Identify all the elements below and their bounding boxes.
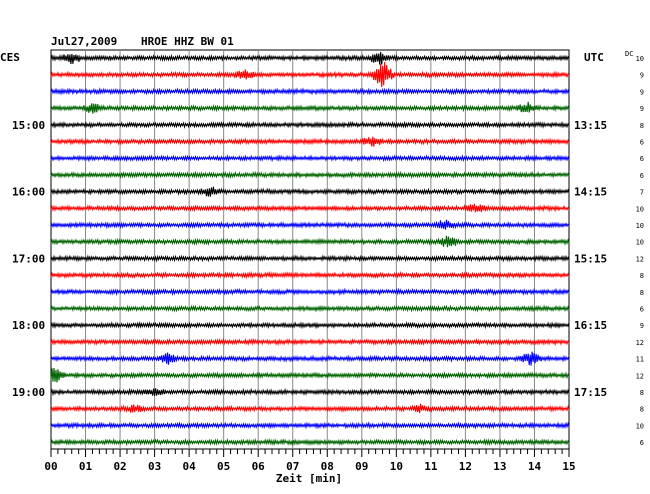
dc-offset-label: 9 (640, 72, 644, 80)
plot-grid (50, 49, 570, 450)
x-tick-label: 07 (286, 460, 299, 473)
dc-offset-label: 6 (640, 155, 644, 163)
trace-row-11 (50, 235, 570, 248)
trace-row-2 (50, 87, 570, 96)
right-time-label: 16:15 (574, 319, 607, 332)
trace-row-22 (50, 421, 570, 430)
left-timezone-label: CES (0, 51, 20, 64)
x-tick-label: 09 (355, 460, 368, 473)
trace-row-4 (50, 120, 570, 129)
dc-offset-label: 8 (640, 272, 644, 280)
trace-row-1 (50, 61, 570, 88)
plot-frame (50, 49, 570, 450)
trace-row-8 (50, 186, 570, 197)
dc-offset-label: 7 (640, 189, 644, 197)
dc-offset-label: 9 (640, 322, 644, 330)
x-tick-label: 00 (44, 460, 57, 473)
right-time-label: 14:15 (574, 186, 607, 199)
trace-row-21 (50, 403, 570, 414)
left-time-label: 17:00 (12, 252, 45, 265)
dc-offset-label: 9 (640, 105, 644, 113)
dc-offset-labels: 10 9 9 9 8 6 6 6 7 10 10 10 12 8 8 6 9 12 11 12 8 8 10 6 (636, 55, 644, 447)
trace-row-13 (50, 270, 570, 280)
dc-header-label: DC (625, 50, 633, 58)
dc-offset-label: 6 (640, 172, 644, 180)
x-tick-label: 05 (217, 460, 230, 473)
x-tick-label: 03 (148, 460, 161, 473)
x-tick-label: 02 (113, 460, 126, 473)
x-tick-label: 01 (79, 460, 93, 473)
chart-date: Jul27,2009 (51, 35, 117, 48)
x-tick-label: 06 (252, 460, 266, 473)
x-tick-label: 10 (390, 460, 403, 473)
right-timezone-label: UTC (584, 51, 604, 64)
dc-offset-label: 12 (636, 339, 644, 347)
trace-row-6 (50, 154, 570, 163)
dc-offset-label: 8 (640, 289, 644, 297)
x-tick-label: 08 (321, 460, 334, 473)
dc-offset-label: 8 (640, 406, 644, 414)
trace-row-0 (50, 51, 570, 65)
right-time-labels: 13:15 14:15 15:15 16:15 17:15 (574, 119, 607, 399)
trace-row-7 (50, 170, 570, 180)
dc-offset-label: 10 (636, 222, 644, 230)
x-tick-label: 14 (528, 460, 542, 473)
x-tick-label: 13 (493, 460, 506, 473)
left-time-label: 16:00 (12, 186, 45, 199)
dc-offset-label: 10 (636, 205, 644, 213)
trace-row-17 (50, 337, 570, 347)
right-time-label: 15:15 (574, 252, 607, 265)
trace-row-12 (50, 254, 570, 263)
dc-offset-label: 6 (640, 139, 644, 147)
trace-row-14 (50, 287, 570, 297)
dc-offset-label: 11 (636, 356, 644, 364)
dc-offset-label: 10 (636, 55, 644, 63)
chart-station: HROE HHZ BW 01 (141, 35, 234, 48)
trace-row-16 (50, 320, 570, 330)
trace-row-20 (50, 387, 570, 397)
left-time-label: 18:00 (12, 319, 45, 332)
trace-row-23 (50, 437, 570, 447)
trace-row-19 (50, 367, 570, 383)
dc-offset-label: 9 (640, 88, 644, 96)
x-tick-label: 15 (562, 460, 575, 473)
right-time-label: 13:15 (574, 119, 607, 132)
x-tick-label: 12 (459, 460, 472, 473)
x-axis: 00 01 02 03 04 05 06 07 08 09 10 11 12 13 14 15 (44, 449, 576, 473)
seismic-traces (50, 51, 570, 447)
trace-row-18 (50, 351, 570, 366)
trace-row-10 (50, 219, 570, 230)
x-tick-label: 04 (183, 460, 197, 473)
right-time-label: 17:15 (574, 386, 607, 399)
dc-offset-label: 10 (636, 239, 644, 247)
trace-row-15 (50, 304, 570, 313)
left-time-label: 15:00 (12, 119, 45, 132)
trace-row-5 (50, 136, 570, 147)
dc-offset-label: 10 (636, 422, 644, 430)
dc-offset-label: 12 (636, 255, 644, 263)
trace-row-9 (50, 203, 570, 213)
dc-offset-label: 6 (640, 306, 644, 314)
left-time-label: 19:00 (12, 386, 45, 399)
dc-offset-label: 8 (640, 389, 644, 397)
dc-offset-label: 12 (636, 372, 644, 380)
dc-offset-label: 6 (640, 439, 644, 447)
trace-row-3 (50, 101, 570, 114)
x-axis-title: Zeit [min] (276, 472, 342, 485)
x-tick-label: 11 (424, 460, 438, 473)
left-time-labels: 15:00 16:00 17:00 18:00 19:00 (12, 119, 45, 399)
dc-offset-label: 8 (640, 122, 644, 130)
